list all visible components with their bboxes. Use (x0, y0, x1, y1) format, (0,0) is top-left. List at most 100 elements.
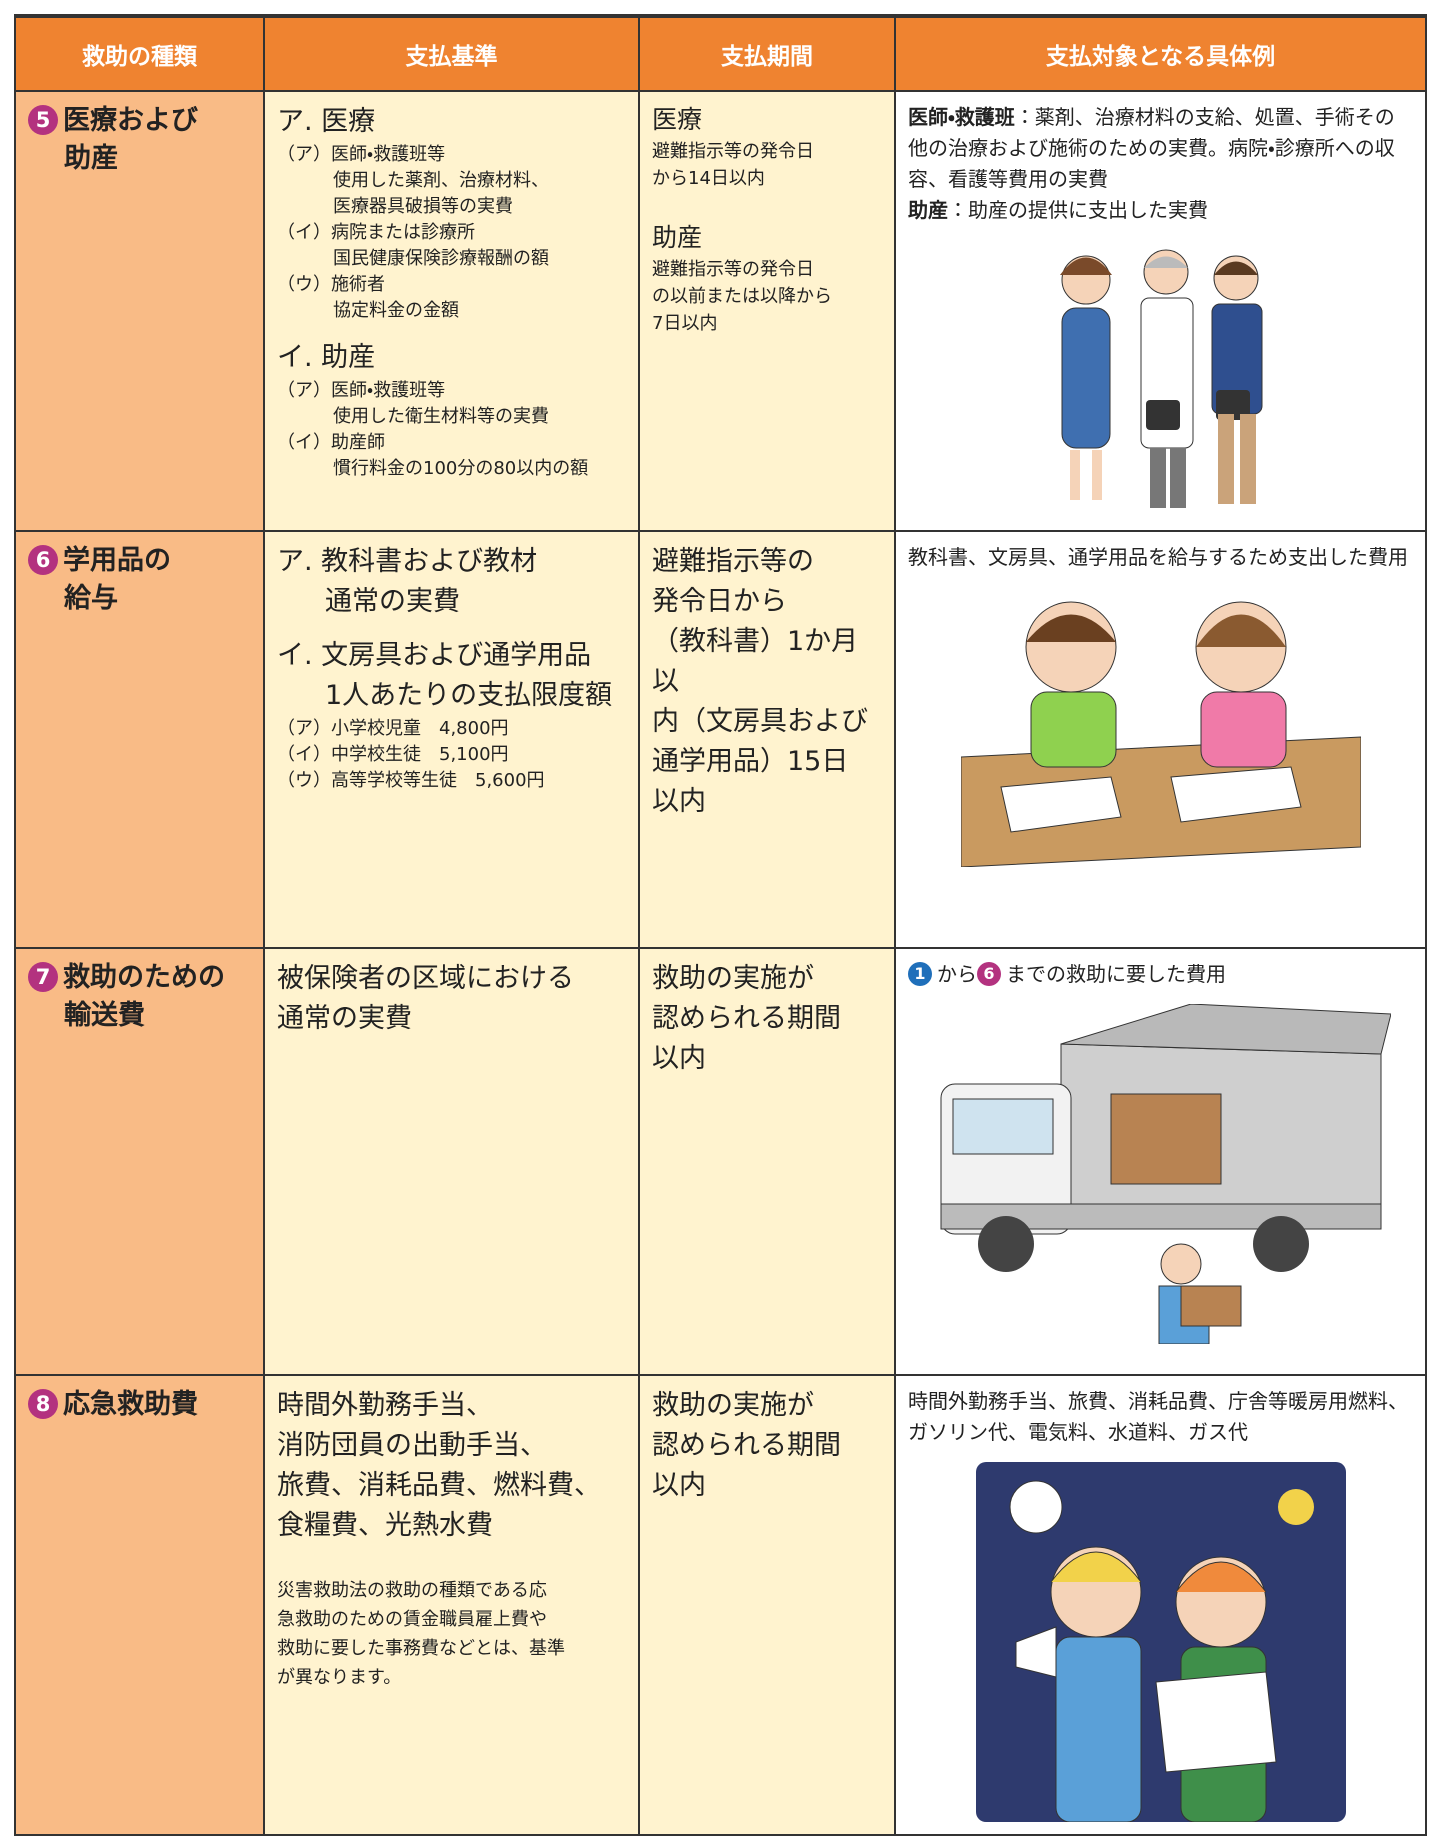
illustration-shape (1059, 257, 1112, 275)
period-line: 発令日から (652, 586, 787, 617)
illustration-shape (1061, 307, 1110, 449)
example-parts: 1 から 6 までの救助に要した費用 (908, 959, 1413, 990)
item-marker: （イ） (277, 222, 331, 243)
number-badge: 6 (977, 962, 1001, 986)
number-badge: 5 (28, 105, 58, 135)
type-line: 助産 (64, 143, 118, 174)
period-cell: 医療 避難指示等の発令日 から14日以内 助産 避難指示等の発令日 の以前または以降から 7… (638, 90, 896, 532)
illustration-shape (1169, 448, 1186, 508)
section-line: 1人あたりの支払限度額 (325, 680, 613, 711)
section-heading: ア. 医療 (277, 106, 376, 137)
type-line: 救助のための (63, 962, 225, 993)
example-text: ：助産の提供に支出した実費 (948, 198, 1208, 222)
type-line: 給与 (64, 583, 118, 614)
number-badge: 1 (908, 962, 932, 986)
illustration-shape (1252, 1216, 1309, 1272)
period-line: 避難指示等の (652, 546, 814, 577)
relief-type: 5 医療および助産 (28, 102, 251, 178)
period-heading: 助産 (652, 223, 703, 252)
illustration-shape (952, 1098, 1053, 1155)
type-line: 医療および (63, 105, 198, 136)
illustration-shape (1060, 1004, 1391, 1055)
illustration-shape (1143, 256, 1188, 268)
illustration (975, 1462, 1346, 1822)
column-header: 支払対象となる具体例 (894, 14, 1427, 92)
number-badge: 6 (28, 545, 58, 575)
item-label: 病院または診療所 (331, 222, 475, 243)
number-badge: 7 (28, 962, 58, 992)
criteria-note: 災害救助法の救助の種類である応 急救助のための賃金職員雇上費や 救助に要した事務費な… (277, 1576, 626, 1692)
item-detail: 協定料金の金額 (333, 300, 459, 321)
table-row: 6 学用品の 給与 ア. 教科書および教材 通常の実費 イ. 文房具および通学用品 1人あた… (14, 530, 1427, 949)
type-cell: 5 医療および助産 (14, 90, 265, 532)
period-cell: 救助の実施が 認められる期間 以内 (638, 1374, 896, 1836)
item-detail: 国民健康保険診療報酬の額 (333, 248, 549, 269)
criteria-line: 消防団員の出動手当、 (277, 1430, 547, 1461)
number-badge: 8 (28, 1389, 58, 1419)
period-section: 医療 避難指示等の発令日 から14日以内 (652, 102, 882, 192)
illustration-shape (1055, 1636, 1141, 1822)
illustration-shape (1195, 614, 1286, 647)
criteria-item: （イ）助産師 慣行料金の100分の80以内の額 (277, 430, 626, 482)
illustration-shape (1069, 450, 1080, 500)
item-detail: 使用した薬剤、治療材料、 (333, 170, 549, 191)
table-row: 8 応急救助費 時間外勤務手当、 消防団員の出動手当、 旅費、消耗品費、燃料費、 食糧費、… (14, 1374, 1427, 1836)
item-marker: （ウ） (277, 770, 331, 791)
period-line: 救助の実施が (652, 1390, 814, 1421)
item-label: 高等学校等生徒 5,600円 (331, 770, 545, 791)
period-line: 以内 (652, 1043, 706, 1074)
period-line: の以前または以降から (652, 286, 832, 307)
table-row: 7 救助のための 輸送費 被保険者の区域における 通常の実費 救助の実施が 認められる期間以… (14, 947, 1427, 1376)
column-header: 支払基準 (263, 14, 640, 92)
illustration-shape (1025, 614, 1116, 642)
illustration-shape (1110, 1093, 1221, 1185)
criteria-section: イ. 文房具および通学用品 1人あたりの支払限度額 （ア）小学校児童 4,800円（… (277, 636, 626, 794)
period-line: （教科書）1か月以 (652, 626, 859, 697)
note-line: 急救助のための賃金職員雇上費や (277, 1609, 547, 1630)
criteria-line: 通常の実費 (277, 1003, 412, 1034)
item-label: 中学校生徒 5,100円 (331, 744, 509, 765)
illustration-shape (1154, 1671, 1277, 1773)
item-marker: （イ） (277, 432, 331, 453)
item-detail: 使用した衛生材料等の実費 (333, 406, 549, 427)
item-label: 医師・救護班等 (331, 144, 446, 165)
illustration (1059, 249, 1262, 508)
criteria-item: （ア）小学校児童 4,800円 (277, 716, 626, 742)
example-text: 教科書、文房具、通学用品を給与するため支出した費用 (908, 545, 1408, 569)
column-header: 救助の種類 (14, 14, 265, 92)
period-line: 内（文房具および (652, 706, 868, 737)
table-body: 5 医療および 助産 ア. 医療 （ア）医師・救護班等 使用した薬剤、治療材料、 医療器具破… (14, 90, 1427, 1836)
criteria-section: イ. 助産 （ア）医師・救護班等 使用した衛生材料等の実費 （イ）助産師 慣行料金の10… (277, 338, 626, 482)
period-section: 助産 避難指示等の発令日 の以前または以降から 7日以内 (652, 220, 882, 337)
illustration-shape (977, 1216, 1034, 1272)
item-marker: （イ） (277, 744, 331, 765)
period-cell: 救助の実施が 認められる期間 以内 (638, 947, 896, 1376)
illustration-shape (1091, 450, 1102, 500)
examples-cell: 医師・救護班：薬剤、治療材料の支給、処置、手術その他の治療および施術のための実費… (894, 90, 1427, 532)
period-cell: 避難指示等の 発令日から （教科書）1か月以 内（文房具および 通学用品）15日 以内 (638, 530, 896, 949)
period-line: 避難指示等の発令日 (652, 259, 814, 280)
criteria-cell: 被保険者の区域における 通常の実費 (263, 947, 640, 1376)
criteria-item: （ウ）施術者 協定料金の金額 (277, 272, 626, 324)
example-entry: 助産：助産の提供に支出した実費 (908, 195, 1413, 226)
illustration-shape (1180, 1285, 1241, 1327)
item-label: 医師・救護班等 (331, 380, 446, 401)
illustration-shape (1213, 261, 1258, 275)
item-label: 助産師 (331, 432, 385, 453)
period-line: 避難指示等の発令日 (652, 141, 814, 162)
item-marker: （ア） (277, 380, 331, 401)
examples-cell: 1 から 6 までの救助に要した費用 (894, 947, 1427, 1376)
criteria-line: 時間外勤務手当、 (277, 1390, 493, 1421)
examples-cell: 教科書、文房具、通学用品を給与するため支出した費用 (894, 530, 1427, 949)
section-heading: ア. 教科書および教材 (277, 546, 538, 577)
criteria-section: ア. 教科書および教材 通常の実費 (277, 542, 626, 622)
note-line: が異なります。 (277, 1667, 402, 1688)
criteria-line: 旅費、消耗品費、燃料費、 (277, 1470, 601, 1501)
example-label: 助産 (908, 198, 948, 222)
column-header: 支払期間 (638, 14, 896, 92)
section-heading: イ. 文房具および通学用品 (277, 640, 592, 671)
example-text: 時間外勤務手当、旅費、消耗品費、庁舎等暖房用燃料、ガソリン代、電気料、水道料、ガ… (908, 1389, 1408, 1444)
illustration (960, 601, 1361, 867)
period-line: 通学用品）15日 (652, 746, 849, 777)
